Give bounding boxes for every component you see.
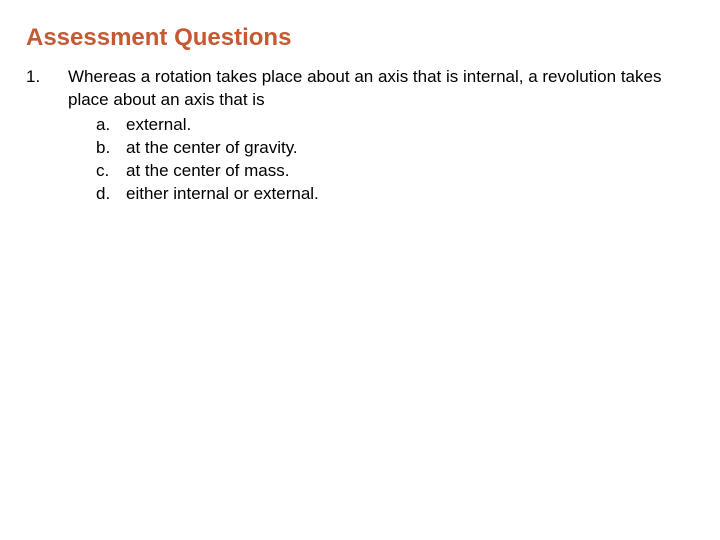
question-body: Whereas a rotation takes place about an …: [68, 66, 694, 206]
question-stem: Whereas a rotation takes place about an …: [68, 66, 694, 112]
option-text: external.: [126, 114, 694, 137]
option-c: c. at the center of mass.: [96, 160, 694, 183]
page-title: Assessment Questions: [26, 24, 694, 52]
option-b: b. at the center of gravity.: [96, 137, 694, 160]
options-list: a. external. b. at the center of gravity…: [68, 114, 694, 206]
option-letter: d.: [96, 183, 126, 206]
question-number: 1.: [26, 66, 68, 89]
option-text: at the center of mass.: [126, 160, 694, 183]
option-d: d. either internal or external.: [96, 183, 694, 206]
option-text: either internal or external.: [126, 183, 694, 206]
option-text: at the center of gravity.: [126, 137, 694, 160]
question-block: 1. Whereas a rotation takes place about …: [26, 66, 694, 206]
option-letter: c.: [96, 160, 126, 183]
option-a: a. external.: [96, 114, 694, 137]
slide-page: Assessment Questions 1. Whereas a rotati…: [0, 0, 720, 540]
option-letter: a.: [96, 114, 126, 137]
option-letter: b.: [96, 137, 126, 160]
